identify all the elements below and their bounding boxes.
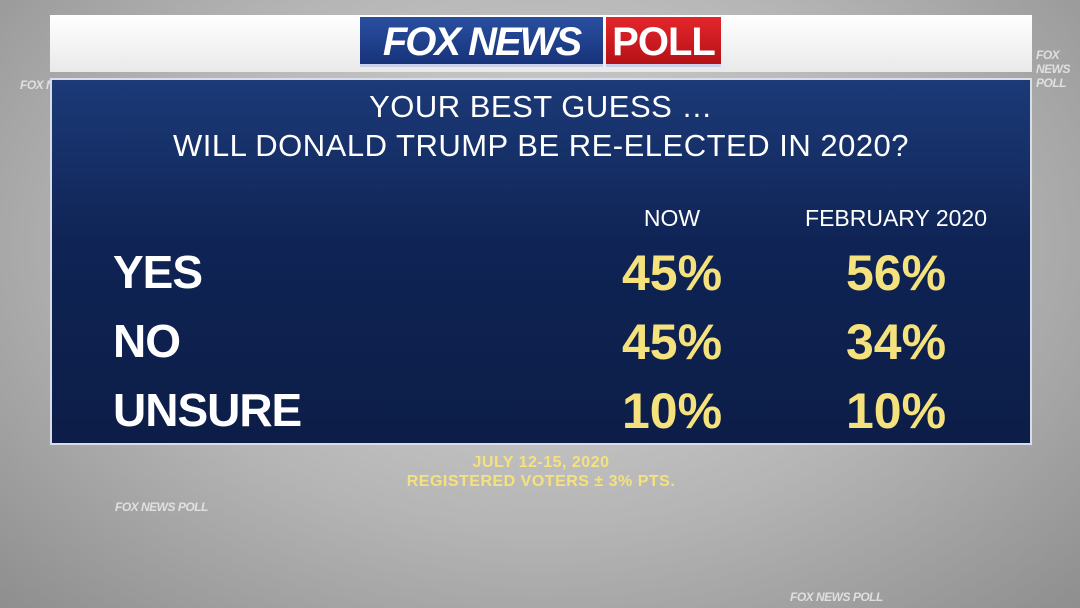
column-header: NOW [643,205,701,231]
brand-logo: FOX NEWS [360,17,603,67]
row-label: NO [113,315,181,367]
value: 10% [621,383,723,439]
value: 45% [621,314,723,370]
column-header: FEBRUARY 2020 [805,205,987,231]
watermark: FOX NEWS POLL [790,590,883,604]
footer-sample: REGISTERED VOTERS ± 3% PTS. [406,473,676,490]
question: WILL DONALD TRUMP BE RE-ELECTED IN 2020? [172,128,910,163]
row-label: YES [113,246,203,298]
question: YOUR BEST GUESS … [369,89,713,124]
watermark: FOX NEWS POLL [1036,48,1071,90]
value: 45% [621,245,723,301]
poll-badge: POLL [606,17,721,67]
value: 56% [845,245,947,301]
footer-date: JULY 12-15, 2020 [472,454,610,471]
results-panel [50,78,1032,445]
watermark: FOX NEWS POLL [115,500,208,514]
value: 34% [845,314,947,370]
row-label: UNSURE [113,384,302,436]
value: 10% [845,383,947,439]
